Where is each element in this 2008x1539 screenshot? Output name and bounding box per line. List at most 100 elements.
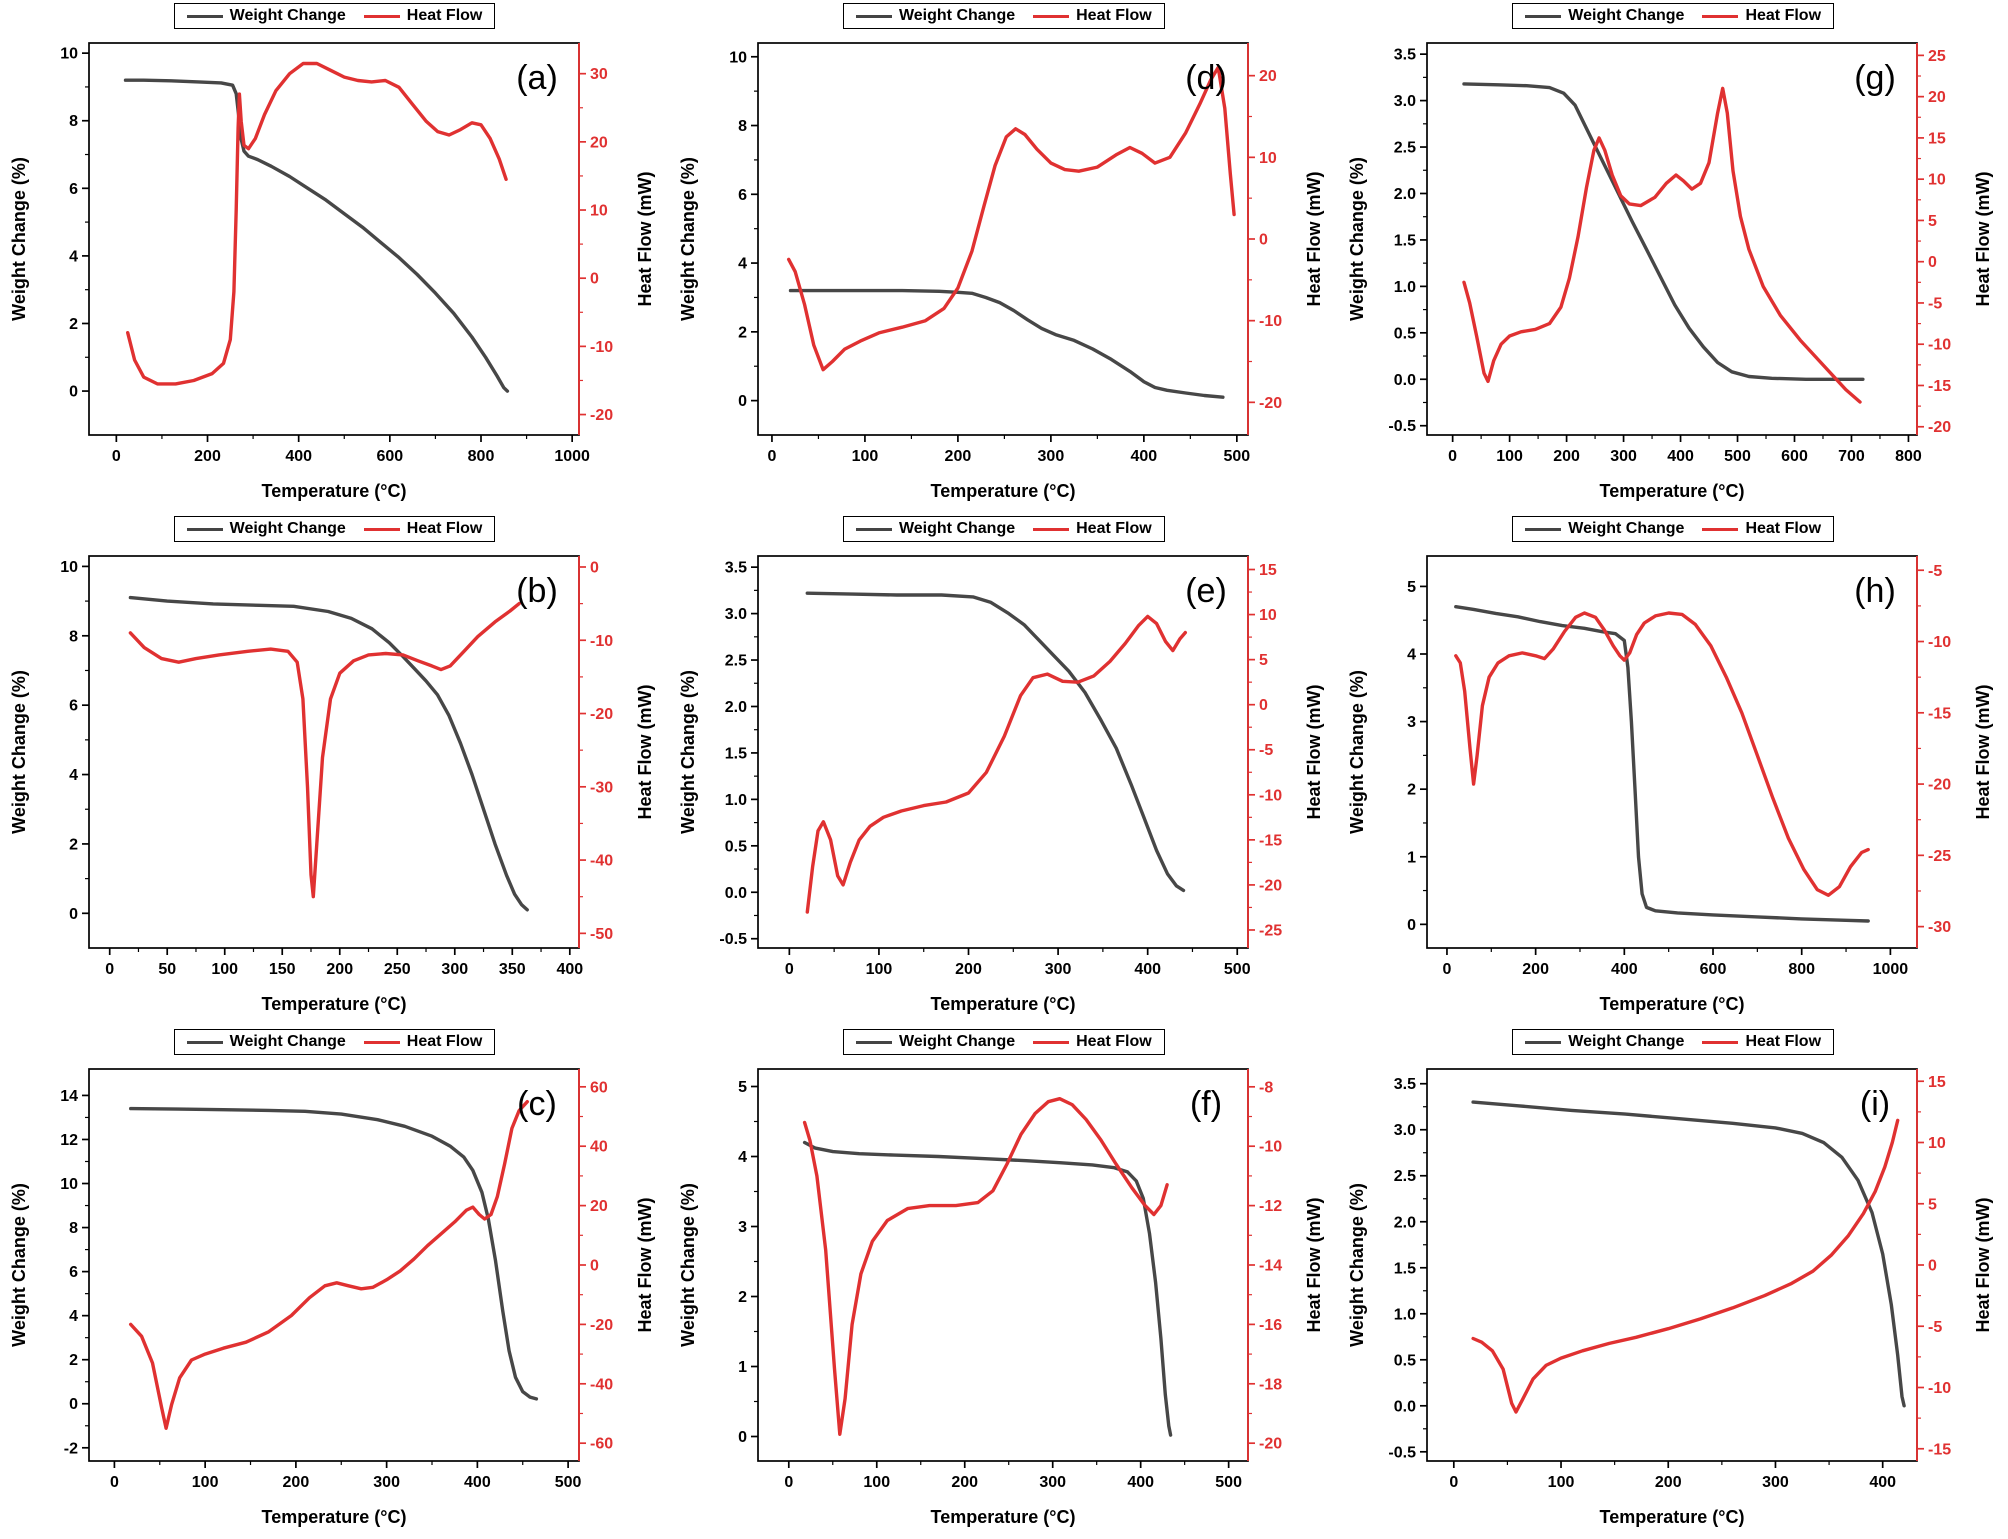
x-axis-title: Temperature (°C) — [930, 1507, 1075, 1527]
y-left-tick-label: 0.5 — [1394, 325, 1416, 342]
y-right-tick-label: -8 — [1259, 1079, 1273, 1096]
y-left-tick-label: 2.0 — [725, 699, 747, 716]
y-right-tick-label: 30 — [590, 66, 608, 83]
panel-letter-label: (f) — [1190, 1085, 1222, 1123]
y-right-tick-label: -20 — [1259, 877, 1282, 894]
heat-flow-curve — [128, 601, 521, 899]
weight-line-sample-icon — [186, 14, 223, 18]
y-right-tick-label: -10 — [590, 633, 613, 650]
weight-change-curve — [788, 288, 1225, 399]
legend-item-heat: Heat Flow — [1702, 1033, 1821, 1051]
y-right-tick-label: -20 — [590, 706, 613, 723]
x-tick-label: 300 — [1610, 448, 1637, 465]
y-left-tick-label: 6 — [69, 1264, 78, 1281]
y-right-tick-label: -10 — [1259, 787, 1282, 804]
y-left-tick-label: 2 — [738, 1289, 747, 1306]
heat-line-sample-icon — [1702, 14, 1739, 18]
panel-c: Weight Change Heat Flow 0 100 200 300 400 500… — [0, 1026, 669, 1539]
y-left-tick-label: 1.0 — [725, 792, 747, 809]
x-tick-label: 800 — [467, 448, 494, 465]
panel-e: Weight Change Heat Flow 0 100 200 300 400 500… — [669, 513, 1338, 1026]
x-axis-title: Temperature (°C) — [261, 1507, 406, 1527]
y-left-tick-label: -0.5 — [1389, 418, 1417, 435]
y-right-axis-title: Heat Flow (mW) — [635, 1198, 655, 1333]
x-tick-label: 300 — [1037, 448, 1064, 465]
legend-heat-label: Heat Flow — [1076, 7, 1152, 24]
x-tick-label: 200 — [194, 448, 221, 465]
x-axis-title: Temperature (°C) — [1600, 1507, 1745, 1527]
y-left-tick-label: 0 — [69, 906, 78, 923]
y-right-tick-label: 15 — [1928, 1074, 1946, 1091]
y-left-tick-label: 8 — [738, 118, 747, 135]
legend: Weight Change Heat Flow — [1512, 3, 1835, 29]
x-tick-label: 500 — [1224, 961, 1251, 978]
y-right-tick-label: 0 — [1928, 254, 1937, 271]
y-right-axis-title: Heat Flow (mW) — [1973, 1198, 1993, 1333]
y-right-tick-label: 15 — [1928, 130, 1946, 147]
y-right-tick-label: -10 — [1928, 634, 1951, 651]
y-right-tick-label: -30 — [590, 779, 613, 796]
y-left-axis-title: Weight Change (%) — [1347, 157, 1367, 321]
x-tick-label: 200 — [955, 961, 982, 978]
y-left-tick-label: 3.0 — [1394, 93, 1416, 110]
x-tick-label: 0 — [767, 448, 776, 465]
y-left-tick-label: 1.5 — [725, 745, 747, 762]
y-right-axis-title: Heat Flow (mW) — [1304, 1198, 1324, 1333]
x-tick-label: 1000 — [1873, 961, 1909, 978]
x-tick-label: 500 — [1223, 448, 1250, 465]
y-right-tick-label: 40 — [590, 1139, 608, 1156]
y-left-tick-label: 4 — [69, 1308, 78, 1325]
y-right-axis-title: Heat Flow (mW) — [1973, 685, 1993, 820]
chart-f: 0 100 200 300 400 500 0 1 2 3 4 5 -20 -18 -16 -14 -12 -10… — [678, 1068, 1324, 1527]
y-left-tick-label: 12 — [60, 1132, 78, 1149]
y-left-tick-label: 0 — [738, 1429, 747, 1446]
chart-b: 0 50 100 150 200 250 300 350 400 0 2 4 6 8 10 -50 -40 -30… — [9, 555, 655, 1014]
y-left-tick-label: 2 — [738, 324, 747, 341]
y-left-tick-label: 0 — [738, 393, 747, 410]
legend-item-weight: Weight Change — [186, 7, 346, 25]
y-right-tick-label: -15 — [1928, 378, 1951, 395]
panel-letter-label: (a) — [516, 59, 558, 97]
x-tick-label: 400 — [1134, 961, 1161, 978]
weight-change-curve — [1462, 82, 1865, 381]
y-left-tick-label: 8 — [69, 1220, 78, 1237]
weight-change-curve — [805, 591, 1186, 893]
y-right-tick-label: 5 — [1259, 652, 1268, 669]
weight-change-curve — [802, 1140, 1173, 1437]
y-right-tick-label: -20 — [1928, 777, 1951, 794]
y-left-tick-label: 0 — [69, 384, 78, 401]
panel-letter-label: (b) — [516, 572, 558, 610]
y-right-tick-label: 5 — [1928, 213, 1937, 230]
y-left-tick-label: -2 — [63, 1440, 77, 1457]
x-tick-label: 500 — [1215, 1474, 1242, 1491]
y-left-tick-label: 5 — [738, 1079, 747, 1096]
y-right-axis-title: Heat Flow (mW) — [1304, 172, 1324, 307]
plot-frame — [756, 1068, 1249, 1462]
y-right-tick-label: -5 — [1259, 742, 1273, 759]
x-tick-label: 1000 — [554, 448, 590, 465]
weight-line-sample-icon — [1525, 527, 1562, 531]
y-left-tick-label: 3.5 — [1394, 1076, 1416, 1093]
plot-frame — [87, 1068, 580, 1462]
y-left-tick-label: 2.5 — [725, 653, 747, 670]
y-right-tick-label: 0 — [590, 1258, 599, 1275]
y-left-tick-label: -0.5 — [719, 931, 747, 948]
legend-item-weight: Weight Change — [1525, 7, 1684, 25]
weight-line-sample-icon — [1525, 1040, 1562, 1044]
y-right-tick-label: -15 — [1928, 1441, 1951, 1458]
y-right-tick-label: -5 — [1928, 563, 1942, 580]
y-left-tick-label: 1 — [738, 1359, 747, 1376]
x-tick-label: 100 — [191, 1474, 218, 1491]
y-left-tick-label: 3 — [738, 1219, 747, 1236]
x-axis-title: Temperature (°C) — [261, 481, 406, 501]
x-tick-label: 200 — [326, 961, 353, 978]
y-left-tick-label: 10 — [60, 1176, 78, 1193]
y-right-tick-label: 20 — [1259, 68, 1277, 85]
y-left-tick-label: 8 — [69, 113, 78, 130]
heat-line-sample-icon — [1033, 1040, 1070, 1044]
weight-line-sample-icon — [186, 1040, 223, 1044]
heat-flow-curve — [1454, 611, 1871, 897]
legend-item-heat: Heat Flow — [1702, 7, 1821, 25]
legend: Weight Change Heat Flow — [173, 3, 496, 29]
x-tick-label: 0 — [785, 961, 794, 978]
